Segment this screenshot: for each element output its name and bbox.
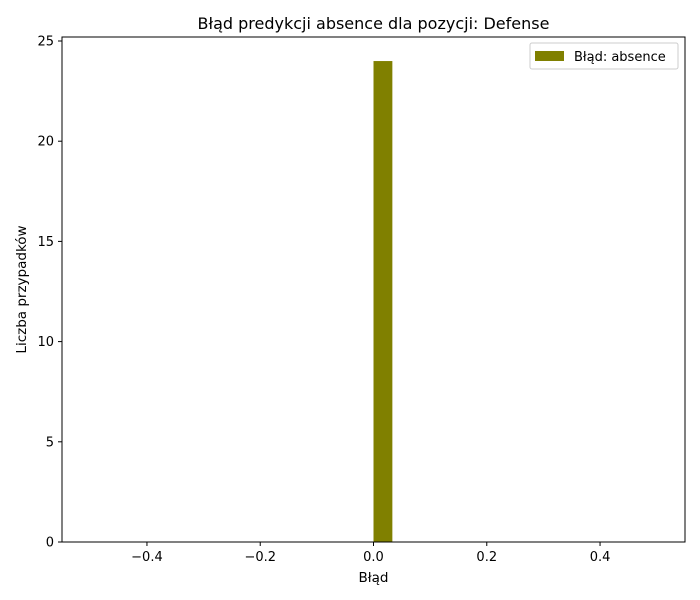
y-tick-label: 25 <box>37 35 54 50</box>
y-tick-label: 15 <box>37 235 54 250</box>
x-tick-label: 0.0 <box>363 550 384 565</box>
y-tick-label: 10 <box>37 335 54 350</box>
chart-title: Błąd predykcji absence dla pozycji: Defe… <box>198 14 550 33</box>
y-axis-label: Liczba przypadków <box>14 225 30 353</box>
y-axis-ticks: 0 5 10 15 20 25 <box>37 35 62 551</box>
x-tick-label: −0.4 <box>131 550 163 565</box>
histogram-bar <box>373 61 393 543</box>
x-axis-label: Błąd <box>359 570 389 586</box>
legend-label: Błąd: absence <box>574 50 666 65</box>
bars-group <box>373 61 393 543</box>
legend-swatch <box>535 51 564 61</box>
y-tick-label: 20 <box>37 135 54 150</box>
x-tick-label: −0.2 <box>244 550 276 565</box>
x-tick-label: 0.4 <box>590 550 611 565</box>
x-tick-label: 0.2 <box>476 550 497 565</box>
legend: Błąd: absence <box>529 42 679 70</box>
y-tick-label: 0 <box>46 536 54 551</box>
x-axis-ticks: −0.4 −0.2 0.0 0.2 0.4 <box>131 542 610 565</box>
y-tick-label: 5 <box>46 435 54 450</box>
legend-box <box>529 42 679 70</box>
